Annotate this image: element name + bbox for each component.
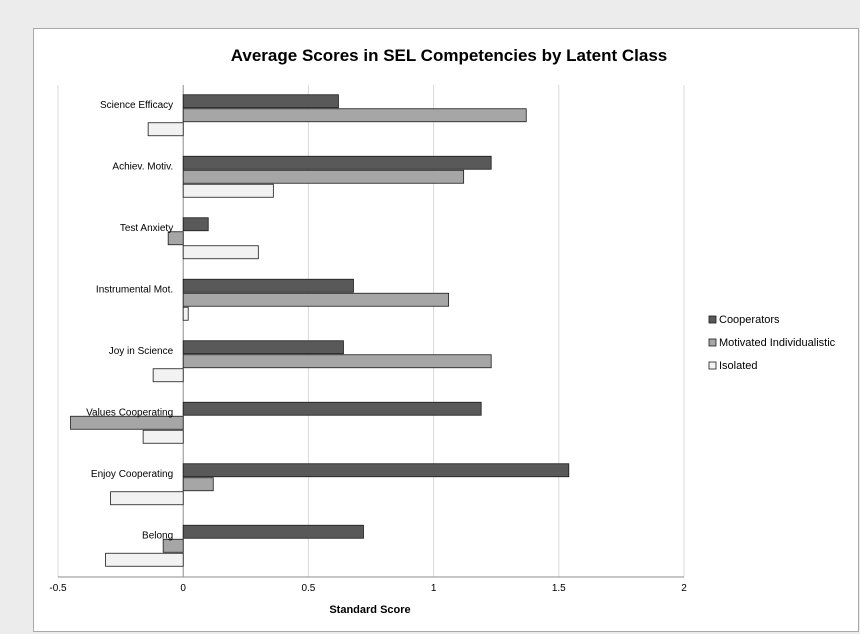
bar-cooperators [182,217,209,232]
bar-isolated [147,122,184,137]
bar-motivated-individualistic [182,477,214,492]
category-label: Values Cooperating [86,407,173,418]
bar-isolated [105,552,184,567]
bar-cooperators [182,155,492,170]
bar-isolated [182,245,259,260]
bar-isolated [142,429,184,444]
x-tick-label: 0.5 [301,583,315,594]
bar-cooperators [182,401,482,416]
legend-label: Motivated Individualistic [719,337,836,349]
category-label: Science Efficacy [100,100,173,111]
bar-motivated-individualistic [182,292,450,307]
legend-swatch [708,361,717,370]
category-label: Joy in Science [109,346,174,357]
x-tick-label: 1.5 [552,583,566,594]
x-tick-label: 2 [681,583,687,594]
bar-motivated-individualistic [182,169,465,184]
x-tick-label: 0 [180,583,186,594]
bar-chart: Average Scores in SEL Competencies by La… [49,46,836,616]
category-label: Instrumental Mot. [96,284,173,295]
bar-motivated-individualistic [182,354,492,369]
x-tick-label: 1 [431,583,437,594]
bar-motivated-individualistic [182,108,527,123]
category-label: Enjoy Cooperating [91,469,173,480]
legend-label: Isolated [719,360,758,372]
bar-motivated-individualistic [162,538,184,553]
bar-isolated [182,183,274,198]
bar-cooperators [182,94,339,109]
x-axis-label: Standard Score [329,604,410,616]
bar-isolated [182,306,189,321]
bar-isolated [110,491,184,506]
category-label: Test Anxiety [120,223,173,234]
bar-cooperators [182,524,364,539]
x-tick-label: -0.5 [49,583,67,594]
bar-cooperators [182,278,354,293]
category-label: Belong [142,530,173,541]
chart-area: Average Scores in SEL Competencies by La… [33,28,859,632]
bar-motivated-individualistic [167,231,184,246]
chart-title: Average Scores in SEL Competencies by La… [231,46,668,65]
legend-label: Cooperators [719,314,780,326]
bar-motivated-individualistic [70,415,184,430]
category-label: Achiev. Motiv. [112,161,173,172]
bar-cooperators [182,463,570,478]
legend-swatch [708,315,717,324]
bar-cooperators [182,340,344,355]
legend: Cooperators Motivated Individualistic Isol… [708,314,836,372]
legend-swatch [708,338,717,347]
bar-isolated [152,368,184,383]
